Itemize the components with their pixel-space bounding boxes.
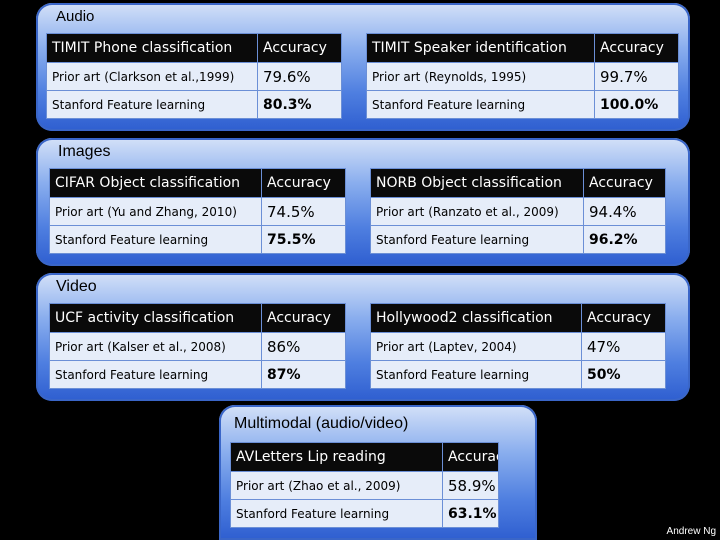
method-cell: Prior art (Kalser et al., 2008) [49, 332, 262, 361]
method-cell: Stanford Feature learning [370, 360, 582, 389]
value-cell: 74.5% [261, 197, 346, 226]
value-cell: 47% [581, 332, 666, 361]
task-header: NORB Object classification [370, 168, 584, 198]
method-cell: Stanford Feature learning [49, 360, 262, 389]
table-row: Stanford Feature learning 87% [49, 360, 346, 389]
author-credit: Andrew Ng [666, 526, 716, 537]
images-section-title: Images [58, 143, 111, 160]
table-row: Stanford Feature learning 96.2% [370, 225, 666, 254]
method-cell: Prior art (Zhao et al., 2009) [230, 471, 443, 500]
table-row: Stanford Feature learning 75.5% [49, 225, 346, 254]
table-row: Stanford Feature learning 50% [370, 360, 666, 389]
method-cell: Prior art (Reynolds, 1995) [366, 62, 595, 91]
task-header: TIMIT Phone classification [46, 33, 258, 63]
video-section-title: Video [56, 278, 97, 295]
task-header: UCF activity classification [49, 303, 262, 333]
cifar-table: CIFAR Object classification Accuracy Pri… [49, 168, 346, 254]
norb-table: NORB Object classification Accuracy Prio… [370, 168, 666, 254]
method-cell: Stanford Feature learning [366, 90, 595, 119]
table-row: Prior art (Laptev, 2004) 47% [370, 332, 666, 361]
method-cell: Stanford Feature learning [49, 225, 262, 254]
table-header-row: TIMIT Speaker identification Accuracy [366, 33, 679, 63]
metric-header: Accuracy [581, 303, 666, 333]
value-cell: 79.6% [257, 62, 342, 91]
method-cell: Prior art (Ranzato et al., 2009) [370, 197, 584, 226]
task-header: AVLetters Lip reading [230, 442, 443, 472]
value-cell: 75.5% [261, 225, 346, 254]
hollywood2-table: Hollywood2 classification Accuracy Prior… [370, 303, 666, 389]
table-row: Prior art (Yu and Zhang, 2010) 74.5% [49, 197, 346, 226]
method-cell: Stanford Feature learning [230, 499, 443, 528]
timit-phone-table: TIMIT Phone classification Accuracy Prio… [46, 33, 342, 119]
value-cell: 50% [581, 360, 666, 389]
method-cell: Prior art (Laptev, 2004) [370, 332, 582, 361]
metric-header: Accuracy [261, 303, 346, 333]
metric-header: Accuracy [442, 442, 499, 472]
value-cell: 99.7% [594, 62, 679, 91]
task-header: TIMIT Speaker identification [366, 33, 595, 63]
table-row: Prior art (Kalser et al., 2008) 86% [49, 332, 346, 361]
value-cell: 96.2% [583, 225, 666, 254]
table-header-row: UCF activity classification Accuracy [49, 303, 346, 333]
table-row: Stanford Feature learning 100.0% [366, 90, 679, 119]
metric-header: Accuracy [261, 168, 346, 198]
table-row: Prior art (Reynolds, 1995) 99.7% [366, 62, 679, 91]
table-header-row: TIMIT Phone classification Accuracy [46, 33, 342, 63]
ucf-table: UCF activity classification Accuracy Pri… [49, 303, 346, 389]
method-cell: Stanford Feature learning [46, 90, 258, 119]
value-cell: 94.4% [583, 197, 666, 226]
metric-header: Accuracy [257, 33, 342, 63]
task-header: CIFAR Object classification [49, 168, 262, 198]
value-cell: 58.9% [442, 471, 499, 500]
table-header-row: AVLetters Lip reading Accuracy [230, 442, 499, 472]
table-header-row: Hollywood2 classification Accuracy [370, 303, 666, 333]
avletters-table: AVLetters Lip reading Accuracy Prior art… [230, 442, 499, 528]
table-header-row: CIFAR Object classification Accuracy [49, 168, 346, 198]
table-row: Stanford Feature learning 80.3% [46, 90, 342, 119]
value-cell: 100.0% [594, 90, 679, 119]
task-header: Hollywood2 classification [370, 303, 582, 333]
table-row: Prior art (Clarkson et al.,1999) 79.6% [46, 62, 342, 91]
table-row: Prior art (Zhao et al., 2009) 58.9% [230, 471, 499, 500]
multimodal-section-title: Multimodal (audio/video) [234, 415, 409, 432]
metric-header: Accuracy [583, 168, 666, 198]
value-cell: 86% [261, 332, 346, 361]
method-cell: Stanford Feature learning [370, 225, 584, 254]
value-cell: 63.1% [442, 499, 499, 528]
metric-header: Accuracy [594, 33, 679, 63]
timit-speaker-table: TIMIT Speaker identification Accuracy Pr… [366, 33, 679, 119]
audio-section-title: Audio [56, 8, 95, 25]
table-header-row: NORB Object classification Accuracy [370, 168, 666, 198]
method-cell: Prior art (Clarkson et al.,1999) [46, 62, 258, 91]
table-row: Stanford Feature learning 63.1% [230, 499, 499, 528]
value-cell: 80.3% [257, 90, 342, 119]
table-row: Prior art (Ranzato et al., 2009) 94.4% [370, 197, 666, 226]
value-cell: 87% [261, 360, 346, 389]
method-cell: Prior art (Yu and Zhang, 2010) [49, 197, 262, 226]
